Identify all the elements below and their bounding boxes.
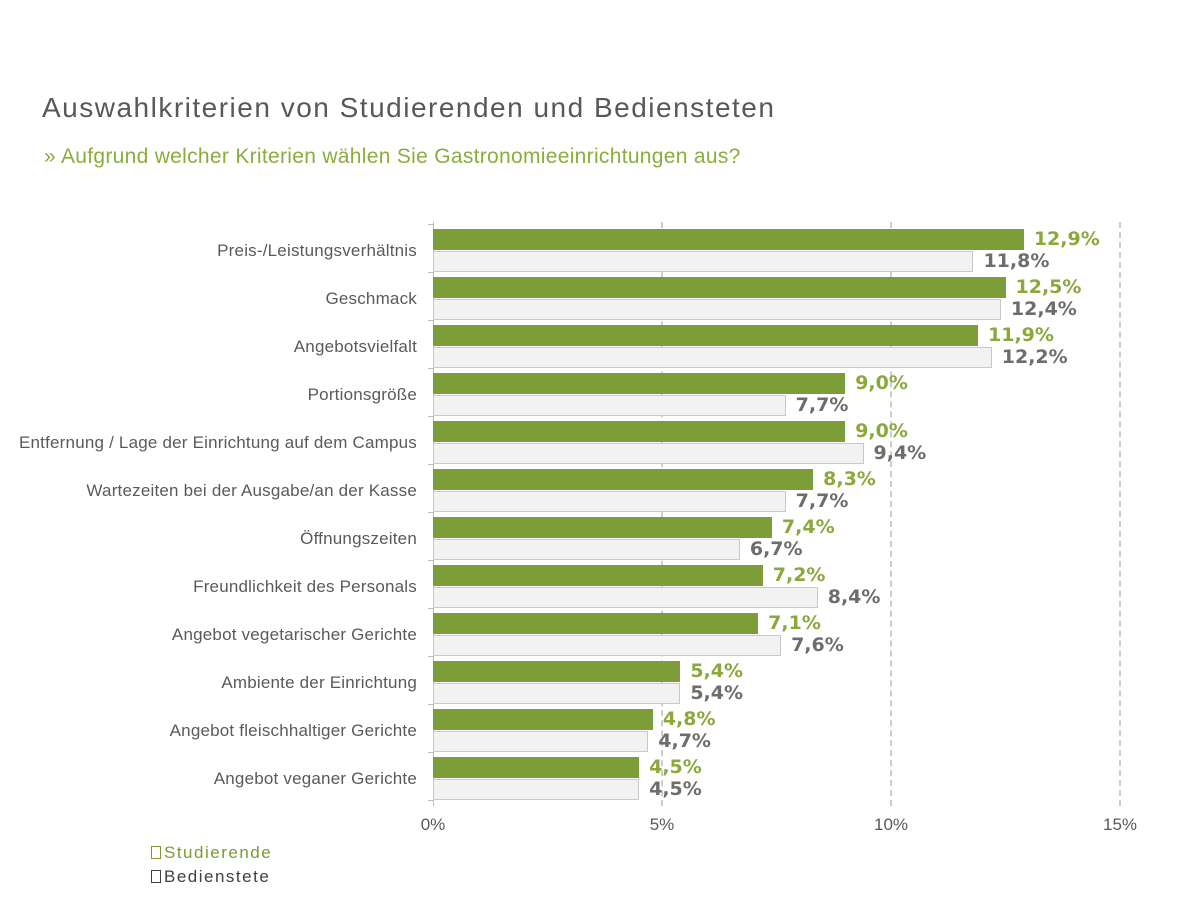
bar-bedienstete xyxy=(433,347,992,368)
bar-bedienstete xyxy=(433,299,1001,320)
category-axis-tick xyxy=(428,752,433,753)
bar-studierende xyxy=(433,373,846,394)
category-axis-tick xyxy=(428,512,433,513)
bar-studierende xyxy=(433,517,772,538)
value-label-bedienstete: 7,6% xyxy=(791,634,844,656)
category-label: Preis-/Leistungsverhältnis xyxy=(217,241,417,260)
category-label: Ambiente der Einrichtung xyxy=(221,673,417,692)
value-label-studierende: 9,0% xyxy=(855,420,908,442)
category-label: Öffnungszeiten xyxy=(300,529,417,548)
category-axis-tick xyxy=(428,608,433,609)
bar-studierende xyxy=(433,709,653,730)
category-label: Angebot fleischhaltiger Gerichte xyxy=(169,721,417,740)
value-label-studierende: 9,0% xyxy=(855,372,908,394)
bar-studierende xyxy=(433,469,814,490)
bar-bedienstete xyxy=(433,731,649,752)
value-label-studierende: 12,9% xyxy=(1033,228,1100,250)
bar-bedienstete xyxy=(433,683,681,704)
value-label-studierende: 5,4% xyxy=(690,660,744,682)
x-axis-tick-label: 10% xyxy=(873,815,909,834)
value-label-studierende: 8,3% xyxy=(823,468,876,490)
y-axis-line xyxy=(433,222,434,806)
category-label: Freundlichkeit des Personals xyxy=(193,577,417,596)
category-axis-tick xyxy=(428,320,433,321)
x-axis-tick-label: 5% xyxy=(649,815,675,834)
chart-question-subtitle: » Aufgrund welcher Kriterien wählen Sie … xyxy=(44,145,741,168)
x-axis-tick-label: 0% xyxy=(420,815,446,834)
value-label-studierende: 7,4% xyxy=(781,516,835,538)
legend-label: Studierende xyxy=(164,843,273,862)
gridline-15pct xyxy=(1119,222,1121,806)
category-label: Angebotsvielfalt xyxy=(293,337,417,356)
value-label-bedienstete: 6,7% xyxy=(749,538,803,560)
value-label-studierende: 11,9% xyxy=(988,324,1054,346)
bar-bedienstete xyxy=(433,779,640,800)
bar-studierende xyxy=(433,421,846,442)
bar-bedienstete xyxy=(433,635,782,656)
bar-studierende xyxy=(433,325,979,346)
bar-studierende xyxy=(433,613,759,634)
gridline-10pct xyxy=(890,222,892,806)
bar-bedienstete xyxy=(433,539,740,560)
bar-bedienstete xyxy=(433,491,786,512)
category-label: Portionsgröße xyxy=(307,385,417,404)
category-axis-tick xyxy=(428,272,433,273)
bedienstete-swatch-icon xyxy=(151,870,161,883)
category-axis-tick xyxy=(428,560,433,561)
category-label: Wartezeiten bei der Ausgabe/an der Kasse xyxy=(86,481,417,500)
page-title: Auswahlkriterien von Studierenden und Be… xyxy=(42,92,776,123)
chart-legend: Studierende Bedienstete xyxy=(151,841,272,889)
bar-studierende xyxy=(433,661,681,682)
category-axis-tick xyxy=(428,224,433,225)
value-label-bedienstete: 8,4% xyxy=(827,586,881,608)
bar-studierende xyxy=(433,229,1024,250)
category-axis-tick xyxy=(428,368,433,369)
bar-bedienstete xyxy=(433,587,818,608)
legend-label: Bedienstete xyxy=(164,867,271,886)
legend-item-studierende: Studierende xyxy=(151,841,272,865)
value-label-bedienstete: 12,2% xyxy=(1001,346,1068,368)
value-label-bedienstete: 7,7% xyxy=(795,490,849,512)
category-label: Angebot veganer Gerichte xyxy=(213,769,417,788)
value-label-bedienstete: 5,4% xyxy=(690,682,744,704)
value-label-studierende: 7,2% xyxy=(772,564,826,586)
category-axis-tick xyxy=(428,416,433,417)
category-label: Entfernung / Lage der Einrichtung auf de… xyxy=(18,433,417,452)
value-label-studierende: 7,1% xyxy=(768,612,821,634)
category-axis-tick xyxy=(428,464,433,465)
x-axis-tick-label: 15% xyxy=(1102,815,1138,834)
bar-bedienstete xyxy=(433,251,974,272)
value-label-bedienstete: 9,4% xyxy=(873,442,927,464)
studierende-swatch-icon xyxy=(151,846,161,859)
value-label-studierende: 12,5% xyxy=(1015,276,1082,298)
bar-bedienstete xyxy=(433,443,864,464)
bar-bedienstete xyxy=(433,395,786,416)
bar-studierende xyxy=(433,565,763,586)
value-label-studierende: 4,8% xyxy=(662,708,716,730)
value-label-bedienstete: 11,8% xyxy=(983,250,1050,272)
value-label-bedienstete: 7,7% xyxy=(795,394,849,416)
category-axis-tick xyxy=(428,656,433,657)
bar-studierende xyxy=(433,277,1006,298)
category-label: Angebot vegetarischer Gerichte xyxy=(171,625,417,644)
category-axis-tick xyxy=(428,704,433,705)
bar-studierende xyxy=(433,757,640,778)
category-axis-tick xyxy=(428,800,433,801)
value-label-bedienstete: 4,7% xyxy=(658,730,711,752)
value-label-studierende: 4,5% xyxy=(649,756,702,778)
legend-item-bedienstete: Bedienstete xyxy=(151,865,272,889)
gridline-5pct xyxy=(661,222,663,806)
value-label-bedienstete: 4,5% xyxy=(649,778,702,800)
category-label: Geschmack xyxy=(325,289,417,308)
value-label-bedienstete: 12,4% xyxy=(1010,298,1077,320)
